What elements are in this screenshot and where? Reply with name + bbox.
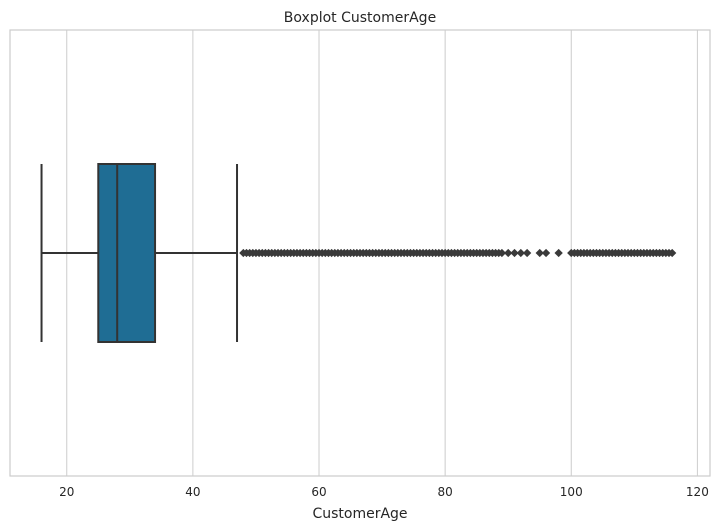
outlier-point xyxy=(541,248,551,258)
outlier-point xyxy=(504,248,513,258)
outliers xyxy=(239,248,677,258)
chart-title: Boxplot CustomerAge xyxy=(284,10,436,26)
outlier-point xyxy=(554,248,563,258)
outlier-point xyxy=(667,248,677,258)
x-tick-label: 120 xyxy=(686,485,709,499)
whiskers xyxy=(40,164,239,342)
x-tick-labels: 20 40 60 80 100 120 xyxy=(59,485,709,499)
outlier-point xyxy=(510,248,519,258)
x-axis-label: CustomerAge xyxy=(312,506,407,522)
x-tick-label: 100 xyxy=(560,485,583,499)
iqr-box xyxy=(97,163,157,343)
outlier-point xyxy=(516,248,525,258)
x-tick-label: 40 xyxy=(185,485,200,499)
x-tick-label: 80 xyxy=(437,485,452,499)
x-tick-label: 20 xyxy=(59,485,74,499)
box xyxy=(97,163,157,343)
outlier-point xyxy=(535,248,544,258)
outlier-point xyxy=(522,248,532,258)
x-tick-label: 60 xyxy=(311,485,326,499)
outlier-point xyxy=(497,248,507,258)
